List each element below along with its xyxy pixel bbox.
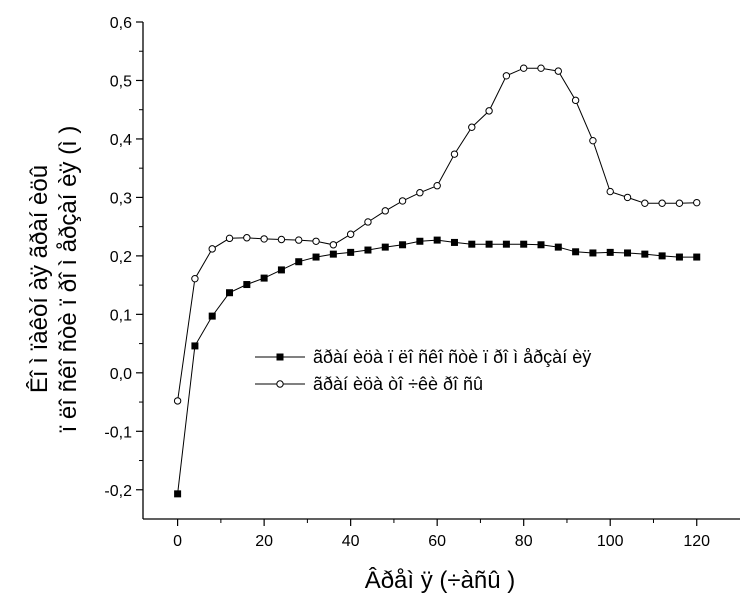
data-point bbox=[606, 187, 614, 196]
data-point bbox=[277, 235, 286, 244]
data-point bbox=[468, 123, 476, 131]
legend-item: ãðàí èöà òî ÷êè ðî ñû bbox=[255, 374, 483, 394]
x-tick-label: 80 bbox=[515, 533, 533, 550]
data-point bbox=[381, 243, 389, 251]
data-point bbox=[329, 241, 338, 249]
data-point bbox=[433, 182, 441, 190]
x-axis-title: Âðåì ÿ (÷àñû ) bbox=[365, 567, 516, 594]
x-tick-label: 20 bbox=[255, 533, 273, 550]
data-point bbox=[468, 240, 476, 248]
data-point bbox=[519, 64, 528, 72]
y-tick-label: 0,6 bbox=[110, 15, 132, 32]
data-point bbox=[260, 235, 268, 243]
data-point bbox=[606, 248, 614, 256]
series-1 bbox=[174, 236, 701, 498]
data-point bbox=[277, 266, 285, 274]
data-point bbox=[226, 289, 234, 297]
data-point bbox=[658, 199, 666, 207]
x-tick-label: 120 bbox=[683, 533, 710, 550]
data-point bbox=[589, 136, 597, 145]
data-point bbox=[485, 107, 493, 115]
data-point bbox=[502, 72, 511, 80]
legend-marker bbox=[276, 380, 284, 388]
data-point bbox=[243, 234, 251, 242]
ticks: -0,2 -0,1 0,0 0,1 0,2 0,3 0,4 0,5 0,6 0 20 40 60 80 10… bbox=[104, 15, 710, 550]
y-axis-title-line2: ï ëî ñêî ñòè ï ðî ì åðçàí èÿ (ì ) bbox=[55, 126, 82, 433]
series-line bbox=[177, 239, 697, 494]
legend: ãðàí èöà ï ëî ñêî ñòè ï ðî ì åðçàí èÿ ãðà… bbox=[255, 347, 591, 394]
data-point bbox=[346, 230, 355, 238]
data-point bbox=[624, 249, 632, 257]
data-point bbox=[537, 241, 545, 249]
data-point bbox=[399, 241, 407, 249]
data-point bbox=[433, 236, 441, 244]
data-point bbox=[658, 252, 666, 260]
axes bbox=[142, 22, 740, 520]
data-point bbox=[416, 189, 424, 197]
data-point bbox=[295, 236, 303, 244]
series-2 bbox=[173, 64, 701, 405]
data-point bbox=[537, 64, 545, 72]
data-point bbox=[450, 150, 459, 158]
data-point bbox=[641, 250, 649, 258]
y-axis-title-line1: Êî ì ïàêòí àÿ ãðàí èöû bbox=[26, 165, 53, 393]
data-point bbox=[295, 258, 303, 266]
data-point bbox=[243, 281, 251, 289]
data-point bbox=[225, 234, 234, 243]
data-point bbox=[520, 240, 528, 248]
data-point bbox=[174, 490, 182, 498]
legend-label: ãðàí èöà ï ëî ñêî ñòè ï ðî ì åðçàí èÿ bbox=[313, 347, 591, 367]
data-point bbox=[693, 198, 701, 207]
data-point bbox=[450, 238, 458, 246]
data-point bbox=[208, 245, 216, 253]
data-point bbox=[641, 199, 649, 207]
data-point bbox=[173, 397, 182, 405]
y-tick-label: 0,2 bbox=[110, 249, 132, 266]
data-point bbox=[675, 253, 683, 261]
y-tick-label: 0,1 bbox=[110, 307, 132, 324]
data-point bbox=[675, 199, 684, 207]
y-tick-label: -0,2 bbox=[104, 483, 132, 500]
data-point bbox=[554, 67, 563, 75]
x-tick-label: 40 bbox=[342, 533, 360, 550]
x-tick-label: 0 bbox=[173, 533, 182, 550]
data-point bbox=[398, 197, 407, 205]
data-point bbox=[571, 96, 580, 105]
data-point bbox=[381, 207, 389, 215]
y-tick-label: -0,1 bbox=[104, 424, 132, 441]
data-point bbox=[485, 240, 493, 248]
data-point bbox=[589, 249, 597, 257]
data-point bbox=[329, 250, 337, 258]
data-point bbox=[364, 246, 372, 254]
x-tick-label: 60 bbox=[428, 533, 446, 550]
data-point bbox=[554, 243, 562, 251]
data-point bbox=[364, 218, 372, 226]
y-tick-label: 0,5 bbox=[110, 73, 132, 90]
data-point bbox=[312, 253, 320, 261]
y-tick-label: 0,4 bbox=[110, 132, 132, 149]
data-point bbox=[260, 274, 268, 282]
data-point bbox=[502, 240, 510, 248]
data-point bbox=[312, 237, 320, 245]
series-layer bbox=[173, 64, 701, 498]
data-point bbox=[191, 342, 199, 350]
data-point bbox=[208, 312, 216, 320]
data-point bbox=[191, 274, 199, 283]
legend-marker bbox=[276, 353, 284, 361]
data-point bbox=[572, 248, 580, 256]
legend-label: ãðàí èöà òî ÷êè ðî ñû bbox=[313, 374, 483, 394]
data-point bbox=[693, 253, 701, 261]
y-tick-label: 0,0 bbox=[110, 366, 132, 383]
legend-item: ãðàí èöà ï ëî ñêî ñòè ï ðî ì åðçàí èÿ bbox=[255, 347, 591, 367]
data-point bbox=[623, 193, 632, 202]
data-point bbox=[347, 248, 355, 256]
x-tick-label: 100 bbox=[597, 533, 624, 550]
y-tick-label: 0,3 bbox=[110, 190, 132, 207]
data-point bbox=[416, 237, 424, 245]
